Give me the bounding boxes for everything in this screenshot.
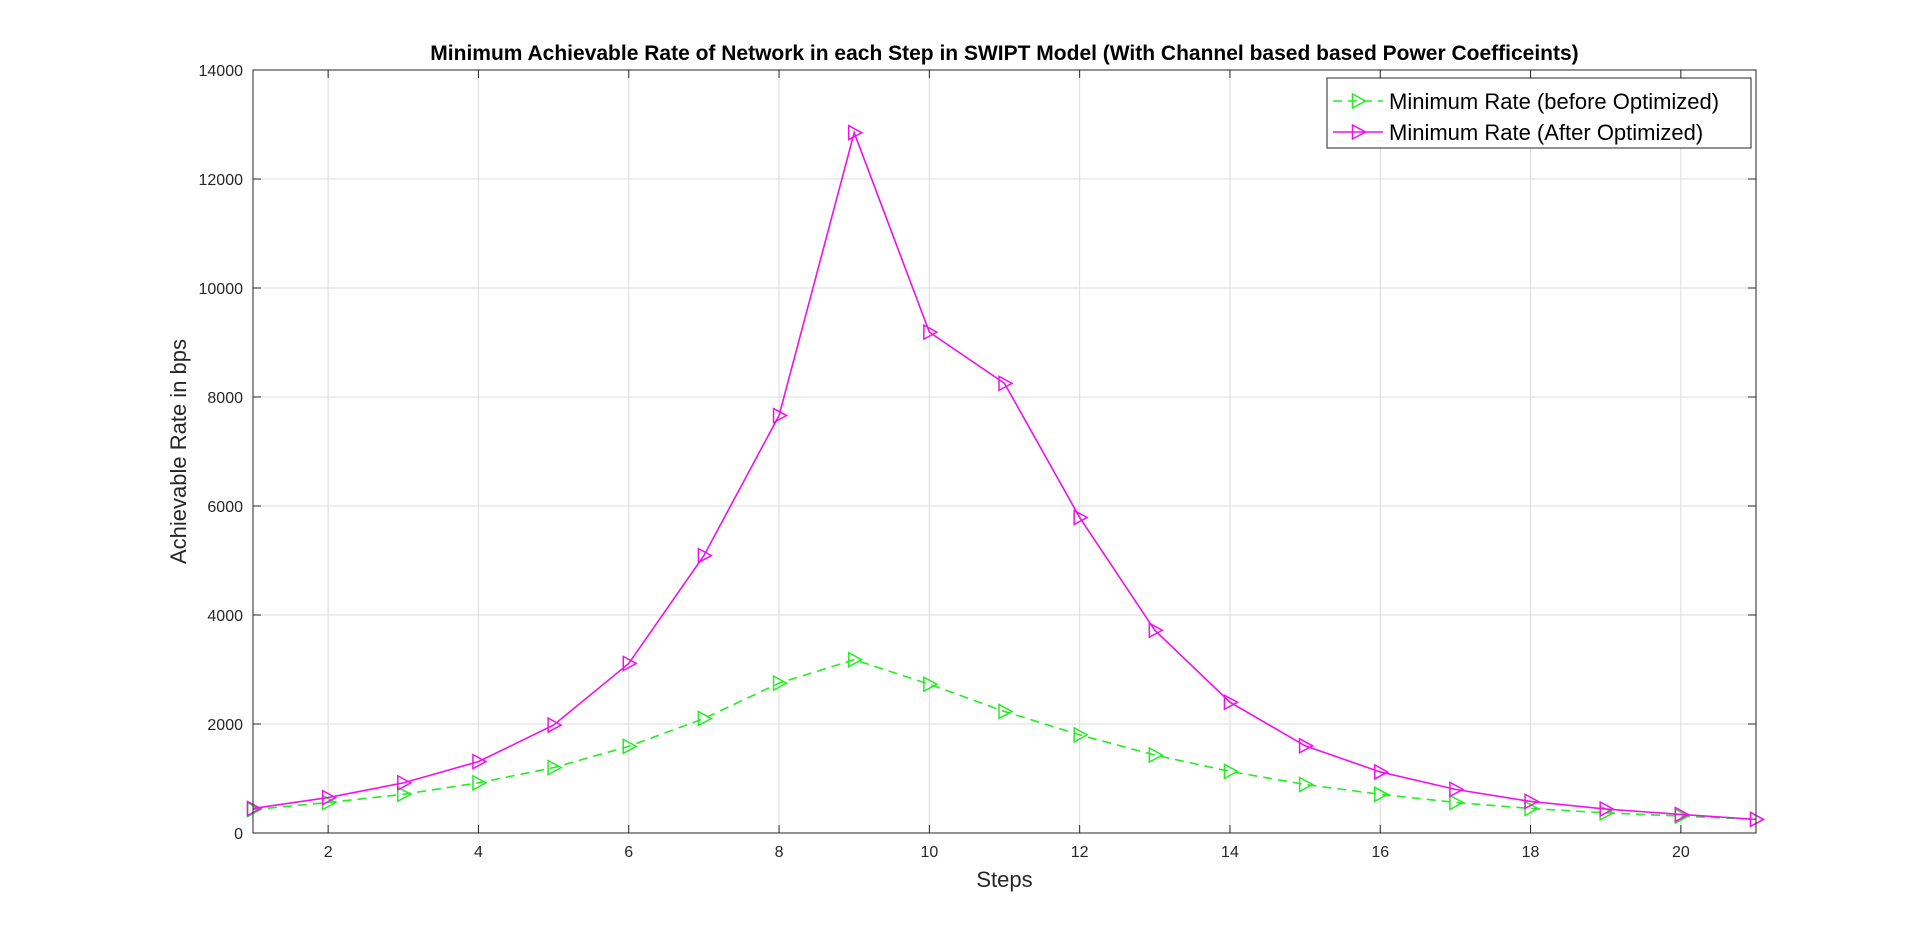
x-tick-label: 16 xyxy=(1371,844,1389,861)
x-tick-label: 6 xyxy=(624,844,633,861)
data-point xyxy=(1148,622,1164,639)
plot-series xyxy=(246,124,1766,828)
x-tick-label: 4 xyxy=(474,844,483,861)
plot-area-frame xyxy=(252,69,1757,834)
y-axis-label: Achievable Rate in bps xyxy=(166,339,191,564)
series-2 xyxy=(246,124,1766,828)
data-point xyxy=(772,674,789,692)
data-point xyxy=(1223,763,1240,780)
data-point xyxy=(1374,786,1390,803)
legend-label: Minimum Rate (before Optimized) xyxy=(1389,89,1719,114)
y-tick-label: 2000 xyxy=(207,717,243,734)
data-point xyxy=(622,655,638,672)
data-point xyxy=(1148,746,1164,764)
data-point xyxy=(1524,793,1540,810)
y-tick-label: 10000 xyxy=(199,281,244,298)
data-point xyxy=(397,774,413,792)
legend-item: Minimum Rate (before Optimized) xyxy=(1333,89,1719,114)
series-line xyxy=(252,130,1757,821)
data-point xyxy=(1298,737,1315,755)
legend-item: Minimum Rate (After Optimized) xyxy=(1333,120,1703,145)
data-point xyxy=(1073,726,1089,744)
data-point xyxy=(472,753,488,770)
legend-label: Minimum Rate (After Optimized) xyxy=(1389,120,1703,145)
data-point xyxy=(1749,811,1766,828)
data-point xyxy=(847,651,864,668)
y-tick-label: 14000 xyxy=(199,63,244,80)
data-point xyxy=(697,710,713,727)
axis-ticks: 2 4 6 8 10 12 14 16 18 20 0 2000 4000 6000 8000 10000 12… xyxy=(199,63,1756,861)
data-point xyxy=(1223,693,1240,711)
legend-box xyxy=(1326,77,1752,149)
x-tick-label: 14 xyxy=(1221,844,1239,861)
data-point xyxy=(847,124,864,141)
data-point xyxy=(697,547,713,564)
data-point xyxy=(1449,781,1465,798)
x-tick-label: 8 xyxy=(775,844,784,861)
data-point xyxy=(923,323,939,341)
data-point xyxy=(1298,776,1315,793)
data-point xyxy=(1073,509,1089,526)
x-tick-label: 12 xyxy=(1071,844,1089,861)
legend-marker xyxy=(1351,123,1368,141)
data-point xyxy=(622,738,638,755)
data-point xyxy=(472,774,488,792)
legend: Minimum Rate (before Optimized) Minimum R… xyxy=(1326,77,1752,149)
data-point xyxy=(321,789,338,806)
y-tick-label: 8000 xyxy=(207,390,243,407)
data-point xyxy=(1449,794,1465,811)
data-point xyxy=(246,800,263,817)
data-point xyxy=(547,716,563,734)
y-tick-label: 6000 xyxy=(207,499,243,516)
x-tick-label: 10 xyxy=(920,844,938,861)
data-point xyxy=(772,407,789,424)
legend-marker xyxy=(1351,92,1368,110)
data-point xyxy=(1674,806,1690,823)
data-point xyxy=(998,703,1014,720)
data-point xyxy=(1374,763,1390,781)
x-tick-label: 18 xyxy=(1522,844,1540,861)
y-tick-label: 12000 xyxy=(199,172,244,189)
data-point xyxy=(998,375,1014,392)
x-tick-label: 2 xyxy=(324,844,333,861)
series-line xyxy=(252,658,1757,821)
y-tick-label: 0 xyxy=(234,826,243,843)
x-tick-label: 20 xyxy=(1672,844,1690,861)
data-point xyxy=(923,675,939,693)
chart-title: Minimum Achievable Rate of Network in ea… xyxy=(430,42,1578,65)
x-axis-label: Steps xyxy=(976,867,1032,892)
y-tick-label: 4000 xyxy=(207,608,243,625)
data-point xyxy=(397,786,413,803)
data-point xyxy=(547,759,563,776)
data-point xyxy=(1599,800,1615,818)
